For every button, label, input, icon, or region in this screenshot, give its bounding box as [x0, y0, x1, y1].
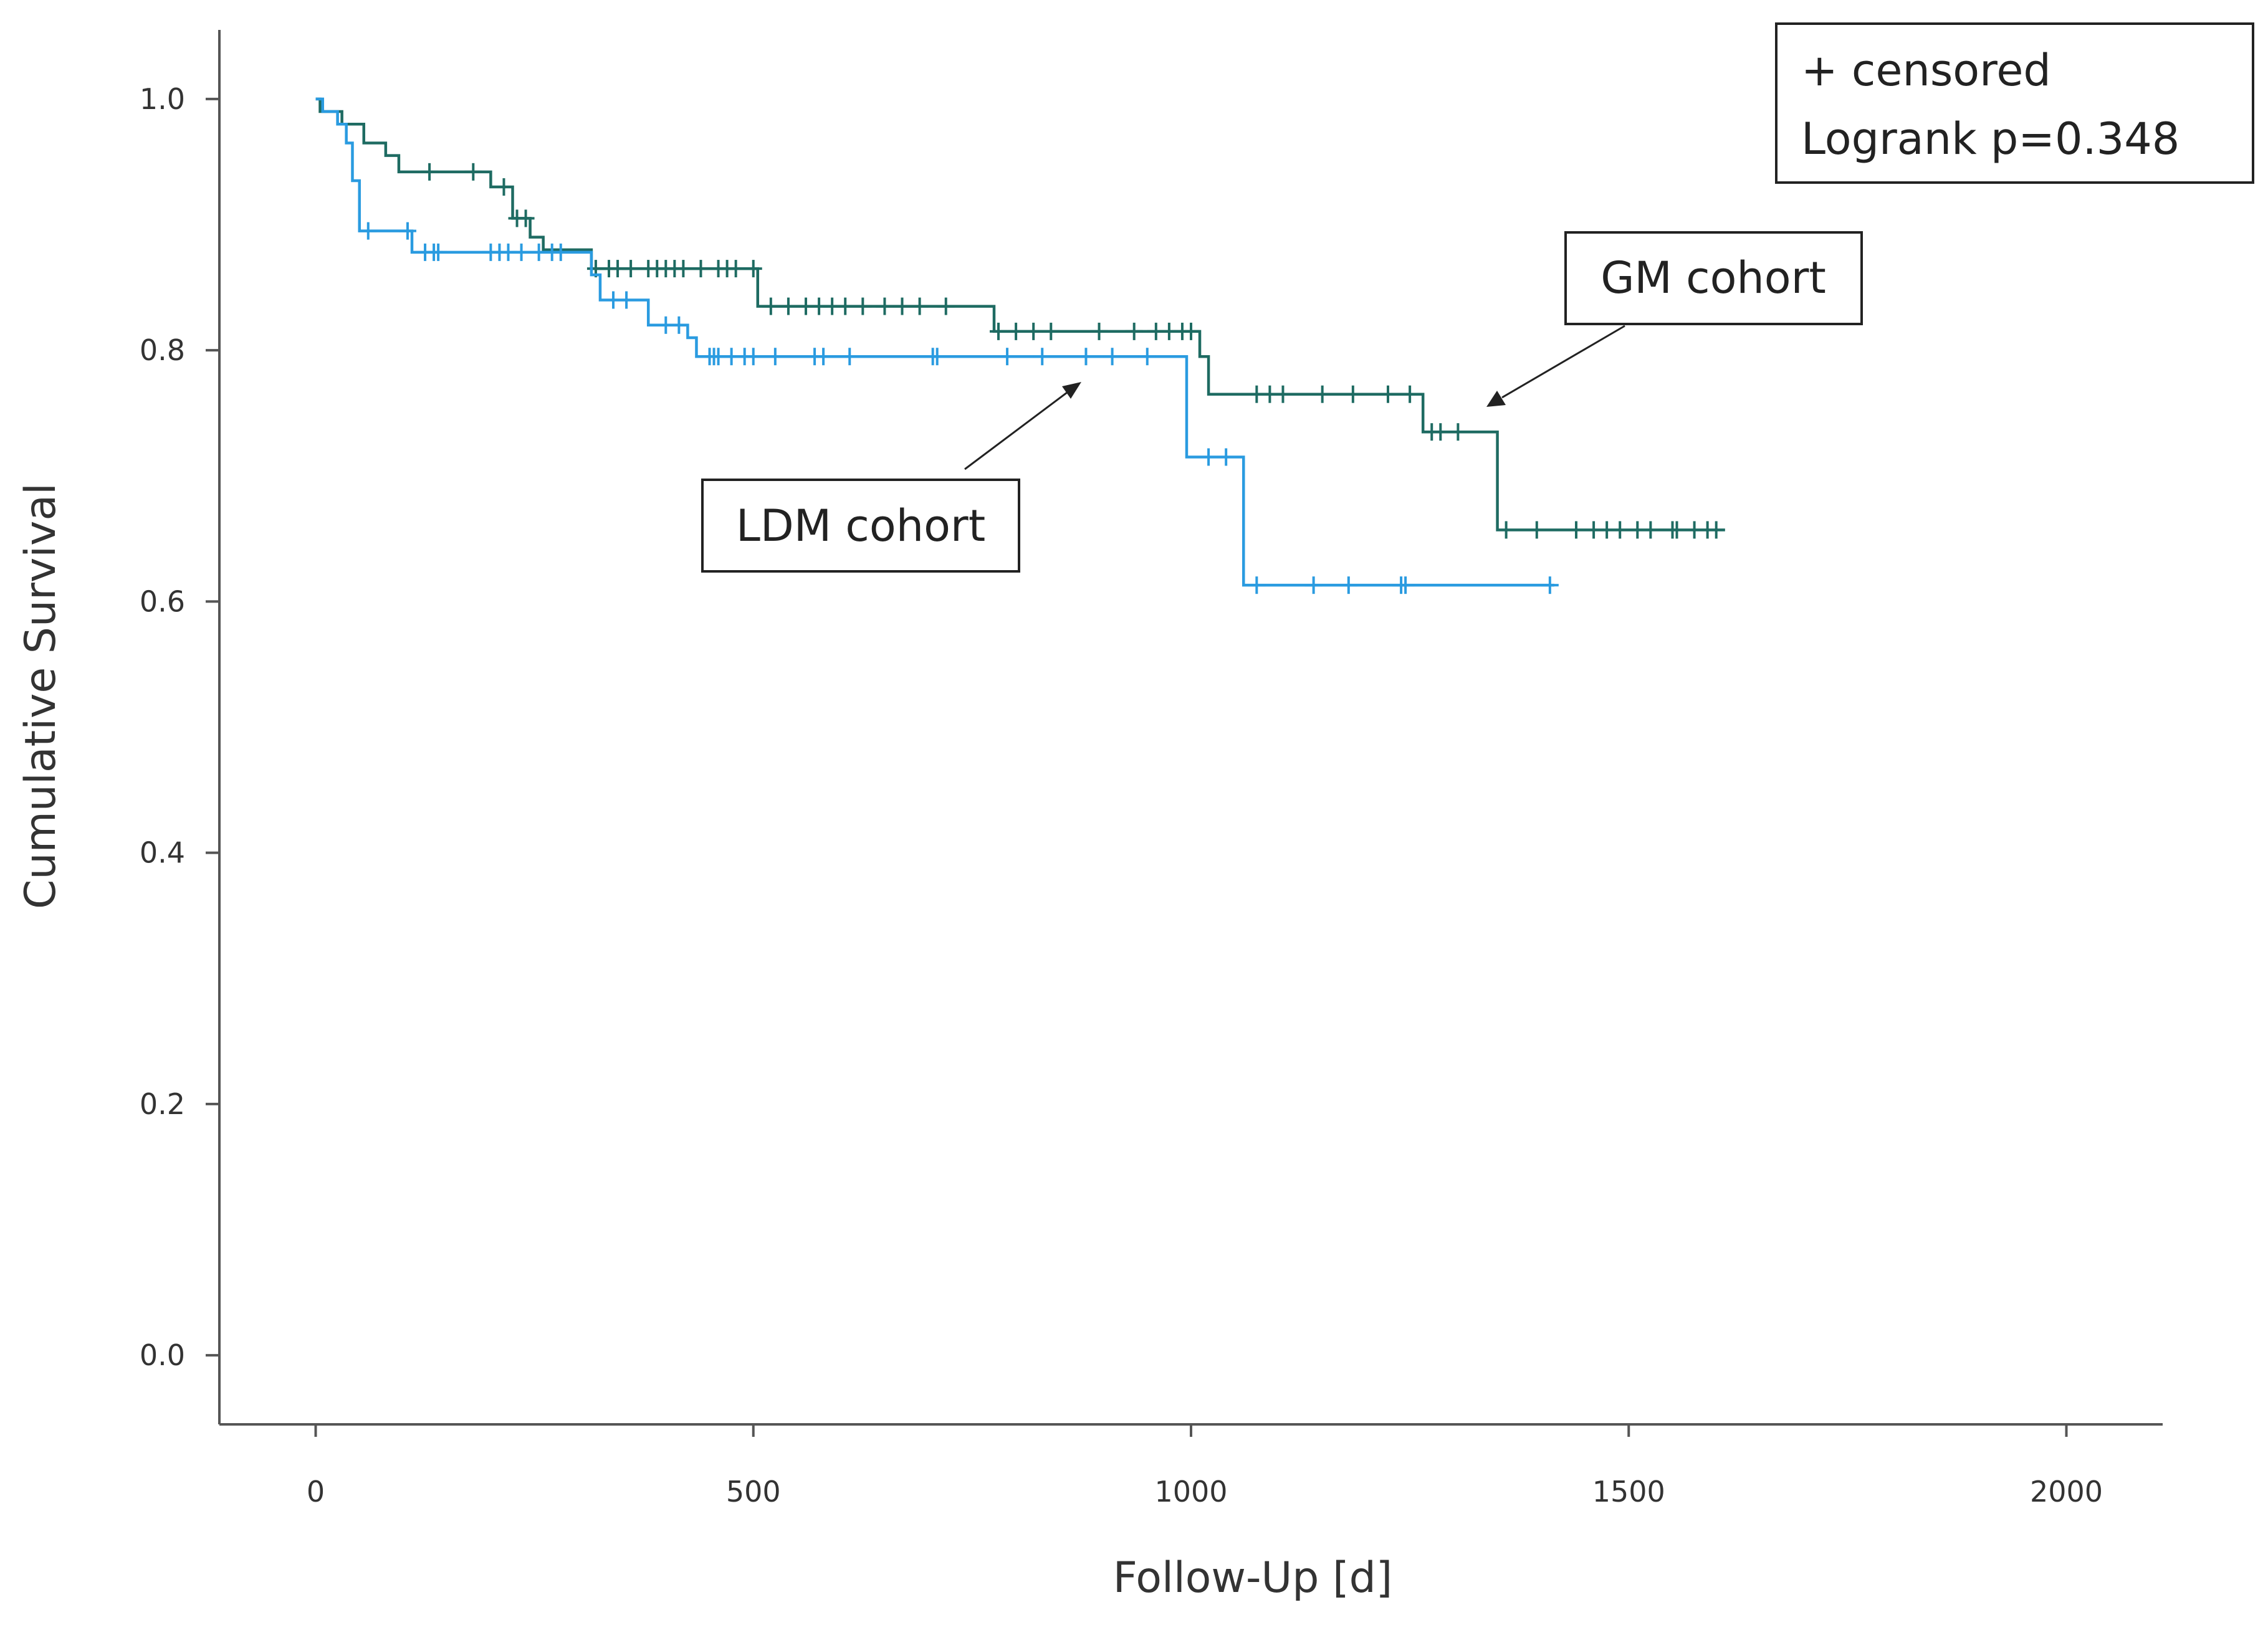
gm-cohort-censor-mark: [1497, 521, 1515, 539]
axes: [218, 30, 2163, 1426]
ldm-arrow-line: [964, 391, 1068, 470]
gm-cohort-censor-mark: [836, 297, 854, 315]
ldm-cohort-censor-mark: [1541, 576, 1559, 594]
x-tick-label: 0: [307, 1475, 325, 1508]
gm-cohort-censor-mark: [1042, 322, 1060, 340]
ldm-cohort-censor-mark: [928, 348, 946, 366]
ldm-label-frame: [701, 479, 1020, 573]
gm-cohort-censor-mark: [1025, 322, 1043, 340]
ldm-arrowhead: [1062, 382, 1081, 399]
gm-cohort-censor-mark: [876, 297, 894, 315]
gm-cohort-censor-mark: [1642, 521, 1660, 539]
gm-cohort-censor-mark: [692, 260, 710, 278]
ldm-cohort-censor-mark: [1397, 576, 1415, 594]
gm-cohort-censor-mark: [1528, 521, 1546, 539]
gm-cohort-censor-mark: [517, 209, 535, 227]
ldm-cohort-censor-mark: [1103, 348, 1121, 366]
legend-box: + censored Logrank p=0.348: [1775, 22, 2254, 184]
gm-cohort-censor-mark: [1125, 322, 1143, 340]
series-layer: [315, 97, 1725, 594]
gm-cohort-censor-mark: [1401, 385, 1419, 403]
ldm-cohort-censor-mark: [1217, 448, 1235, 466]
gm-cohort-censor-mark: [1567, 521, 1585, 539]
gm-cohort-censor-mark: [464, 163, 482, 181]
gm-cohort-censor-mark: [937, 297, 955, 315]
gm-cohort-censor-mark: [1449, 423, 1467, 441]
ldm-cohort-censor-mark: [1200, 448, 1218, 466]
ldm-cohort-censor-mark: [766, 348, 784, 366]
ldm-cohort-censor-mark: [841, 348, 859, 366]
ldm-cohort-censor-mark: [359, 222, 377, 240]
y-tick-label: 0.8: [140, 333, 185, 367]
gm-cohort-censor-mark: [1379, 385, 1397, 403]
gm-cohort-censor-mark: [762, 297, 780, 315]
ldm-cohort-censor-mark: [1138, 348, 1156, 366]
x-axis-title: Follow-Up [d]: [1113, 1553, 1393, 1603]
gm-cohort-censor-mark: [622, 260, 640, 278]
ldm-cohort-censor-mark: [1339, 576, 1357, 594]
legend-frame: [1775, 22, 2254, 184]
gm-cohort-censor-mark: [1611, 521, 1629, 539]
ldm-cohort-censor-mark: [744, 348, 762, 366]
ldm-cohort-censor-mark: [618, 291, 636, 309]
gm-cohort-censor-mark: [911, 297, 929, 315]
gm-cohort-censor-mark: [1007, 322, 1025, 340]
gm-cohort-label: GM cohort: [1601, 252, 1826, 303]
ldm-cohort-censor-mark: [1077, 348, 1095, 366]
x-tick-label: 1000: [1154, 1475, 1227, 1508]
x-tick-label: 500: [726, 1475, 781, 1508]
gm-cohort-censor-mark: [1090, 322, 1108, 340]
y-axis-title: Cumulative Survival: [16, 483, 65, 909]
ldm-cohort-censor-mark: [670, 316, 688, 334]
y-tick-label: 0.0: [140, 1338, 185, 1372]
ldm-cohort-censor-mark: [815, 348, 833, 366]
ldm-cohort-censor-mark: [1248, 576, 1266, 594]
gm-cohort-censor-mark: [1274, 385, 1292, 403]
gm-arrow-line: [1501, 325, 1625, 399]
ldm-cohort-censor-mark: [552, 243, 570, 261]
gm-arrowhead: [1486, 391, 1506, 407]
y-tick-label: 1.0: [140, 82, 185, 116]
gm-cohort-censor-mark: [727, 260, 745, 278]
x-tick-label: 1500: [1592, 1475, 1665, 1508]
y-tick-label: 0.2: [140, 1087, 185, 1121]
ldm-cohort-censor-mark: [1304, 576, 1323, 594]
gm-cohort-censor-mark: [1344, 385, 1362, 403]
gm-cohort-censor-mark: [674, 260, 692, 278]
ldm-cohort-censor-mark: [429, 243, 447, 261]
gm-cohort-censor-mark: [1432, 423, 1450, 441]
x-tick-label: 2000: [2030, 1475, 2103, 1508]
ldm-cohort-censor-mark: [998, 348, 1017, 366]
gm-label-frame: [1564, 231, 1863, 325]
gm-cohort-survival-curve: [315, 97, 1725, 531]
gm-cohort-censor-mark: [893, 297, 911, 315]
gm-cohort-censor-mark: [1313, 385, 1331, 403]
gm-cohort-censor-mark: [495, 178, 513, 196]
gm-cohort-censor-mark: [990, 322, 1008, 340]
gm-cohort-censor-mark: [1707, 521, 1725, 539]
ticks: 0.0 0.2 0.4 0.6 0.8 1.0 0 500 1000 1500 2000: [140, 82, 2103, 1508]
ldm-cohort-censor-mark: [398, 222, 416, 240]
y-tick-label: 0.4: [140, 836, 185, 870]
ldm-cohort-censor-mark: [512, 243, 530, 261]
gm-cohort-censor-mark: [744, 260, 762, 278]
gm-cohort-censor-mark: [421, 163, 439, 181]
legend-censored-text: + censored: [1801, 45, 2051, 96]
gm-cohort-censor-mark: [854, 297, 872, 315]
gm-cohort-censor-mark: [1182, 322, 1200, 340]
legend-logrank-text: Logrank p=0.348: [1801, 113, 2179, 164]
gm-cohort-censor-mark: [1668, 521, 1686, 539]
gm-cohort-censor-mark: [779, 297, 797, 315]
ldm-cohort-label: LDM cohort: [736, 500, 985, 551]
ldm-cohort-annotation: LDM cohort: [701, 382, 1081, 573]
ldm-cohort-censor-mark: [1033, 348, 1051, 366]
y-tick-label: 0.6: [140, 584, 185, 618]
gm-cohort-annotation: GM cohort: [1486, 231, 1863, 407]
